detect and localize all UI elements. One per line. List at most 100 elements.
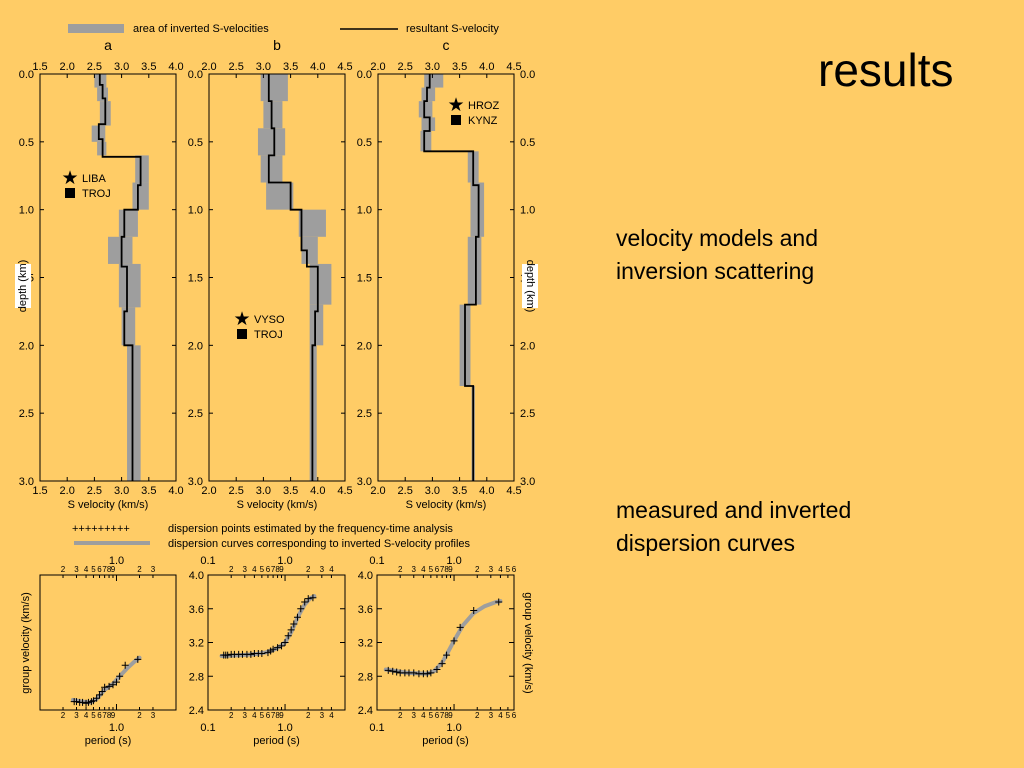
y-tick-label: 4.0 bbox=[358, 570, 373, 582]
x-minor-tick-label: 3 bbox=[151, 565, 156, 574]
plot-frame bbox=[207, 574, 346, 711]
legend-points-label: dispersion points estimated by the frequ… bbox=[168, 523, 453, 535]
x-tick-label-bottom: 4.5 bbox=[506, 485, 521, 497]
y-tick-label: 2.0 bbox=[357, 340, 372, 352]
panel-label: b bbox=[273, 37, 281, 53]
x-tick-label-bottom: 4.0 bbox=[168, 485, 183, 497]
x-minor-tick-label: 2 bbox=[229, 711, 234, 720]
x-minor-tick-label: 9 bbox=[448, 711, 453, 720]
x-minor-tick-label: 3 bbox=[412, 711, 417, 720]
x-minor-tick-label: 2 bbox=[475, 565, 480, 574]
x-tick-label-bottom: 3.0 bbox=[425, 485, 440, 497]
x-tick-label-top: 1.5 bbox=[32, 61, 47, 73]
x-minor-tick-label: 3 bbox=[320, 565, 325, 574]
dispersion-point bbox=[410, 669, 418, 677]
dispersion-point bbox=[287, 626, 295, 634]
x-minor-tick-label: 5 bbox=[429, 565, 434, 574]
y-tick-label: 3.0 bbox=[188, 476, 203, 488]
dispersion-point bbox=[433, 666, 441, 673]
dispersion-point bbox=[278, 642, 286, 650]
x-minor-tick-label: 6 bbox=[266, 711, 271, 720]
station-label: VYSO bbox=[254, 314, 285, 326]
inversion-band bbox=[260, 74, 288, 102]
x-minor-tick-label: 4 bbox=[252, 711, 257, 720]
x-tick-label-top: 2.0 bbox=[60, 61, 75, 73]
y-tick-label: 2.4 bbox=[358, 705, 373, 717]
x-minor-tick-label: 5 bbox=[506, 565, 511, 574]
y-tick-label: 2.5 bbox=[357, 408, 372, 420]
y-tick-label: 0.0 bbox=[19, 69, 34, 81]
y-tick-label: 1.0 bbox=[19, 205, 34, 217]
x-tick-label-top: 4.0 bbox=[479, 61, 494, 73]
x-tick-label-top: 2.5 bbox=[87, 61, 102, 73]
caption-dispersion-curves: measured and inverted dispersion curves bbox=[616, 494, 851, 560]
x-minor-tick-label: 3 bbox=[74, 565, 79, 574]
y-tick-label: 4.0 bbox=[189, 570, 204, 582]
dispersion-point bbox=[301, 598, 309, 606]
caption-velocity-models-line-2: inversion scattering bbox=[616, 258, 815, 284]
x-minor-tick-label: 4 bbox=[498, 711, 503, 720]
x-minor-tick-label: 4 bbox=[329, 565, 334, 574]
dispersion-point bbox=[269, 645, 277, 653]
y-tick-label: 3.2 bbox=[358, 638, 373, 650]
x-minor-tick-label: 6 bbox=[97, 711, 102, 720]
y-tick-label: 3.6 bbox=[358, 604, 373, 616]
y-axis-label: group velocity (km/s) bbox=[20, 592, 32, 693]
x-minor-tick-label: 8 bbox=[107, 711, 112, 720]
inversion-band bbox=[309, 263, 332, 305]
x-minor-tick-label: 9 bbox=[448, 565, 453, 574]
x-minor-tick-label: 2 bbox=[229, 565, 234, 574]
y-tick-label: 1.5 bbox=[357, 273, 372, 285]
dispersion-point bbox=[247, 650, 255, 658]
x-minor-tick-label: 4 bbox=[84, 711, 89, 720]
inversion-band bbox=[135, 155, 149, 183]
x-minor-tick-label: 2 bbox=[475, 711, 480, 720]
y-tick-label: 3.0 bbox=[357, 476, 372, 488]
x-tick-label-bottom: 3.0 bbox=[114, 485, 129, 497]
inversion-band bbox=[260, 155, 283, 183]
x-tick-label-top: 2.5 bbox=[229, 61, 244, 73]
dispersion-point bbox=[284, 632, 292, 640]
y-tick-label: 1.0 bbox=[357, 205, 372, 217]
x-minor-tick-label: 6 bbox=[435, 711, 440, 720]
caption-velocity-models-line-1: velocity models and bbox=[616, 225, 818, 251]
depth-label-box bbox=[522, 264, 538, 308]
dispersion-point bbox=[293, 613, 301, 621]
x-minor-tick-label: 9 bbox=[279, 565, 284, 574]
slide-title: results bbox=[818, 44, 954, 96]
x-minor-tick-label: 3 bbox=[74, 711, 79, 720]
x-minor-tick-label: 7 bbox=[440, 565, 445, 574]
inverted-dispersion-curve bbox=[383, 599, 503, 676]
inversion-band bbox=[263, 101, 283, 129]
y-tick-label: 2.5 bbox=[188, 408, 203, 420]
inversion-band bbox=[266, 182, 294, 210]
x-minor-tick-label: 5 bbox=[260, 565, 265, 574]
x-minor-tick-label: 3 bbox=[412, 565, 417, 574]
inversion-band bbox=[118, 209, 138, 237]
dispersion-point bbox=[101, 683, 109, 691]
dispersion-point bbox=[297, 605, 305, 613]
station-label: HROZ bbox=[468, 100, 499, 112]
velocity-panel-a: a 1.5 1.5 2.0 2.0 2.5 2.5 3.0 3.0 3.5 3.5 4.0 4.0 0.0… bbox=[19, 37, 184, 511]
x-minor-tick-label: 3 bbox=[243, 565, 248, 574]
legend-line-label: resultant S-velocity bbox=[406, 23, 499, 35]
x-minor-tick-label: 4 bbox=[84, 565, 89, 574]
x-tick-label-bottom: 3.0 bbox=[256, 485, 271, 497]
plot-frame bbox=[377, 73, 515, 482]
inversion-band bbox=[424, 74, 444, 88]
resultant-velocity-line bbox=[267, 74, 319, 481]
x-major-tick-label: 0.1 bbox=[369, 722, 384, 734]
x-major-tick-label: 1.0 bbox=[277, 722, 292, 734]
x-major-tick-label: 1.0 bbox=[277, 555, 292, 567]
dispersion-point bbox=[470, 606, 478, 614]
dispersion-point bbox=[438, 660, 446, 668]
x-minor-tick-label: 7 bbox=[271, 711, 276, 720]
inversion-band bbox=[421, 87, 436, 102]
caption-dispersion-curves-line-2: dispersion curves bbox=[616, 530, 795, 556]
y-axis-label: group velocity (km/s) bbox=[522, 592, 534, 693]
x-minor-tick-label: 6 bbox=[97, 565, 102, 574]
inversion-band bbox=[470, 182, 485, 237]
x-minor-tick-label: 3 bbox=[320, 711, 325, 720]
station-label: KYNZ bbox=[468, 115, 498, 127]
y-tick-label-right: 3.0 bbox=[520, 476, 535, 488]
